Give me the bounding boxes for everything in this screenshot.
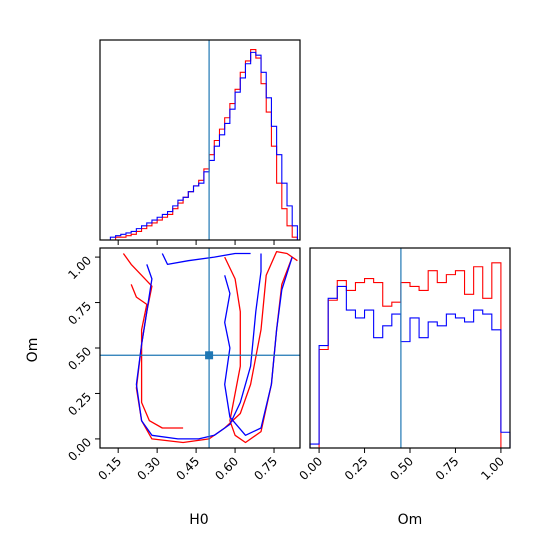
y-axis-label-om: Om xyxy=(25,338,41,363)
contour-series-0-line-0 xyxy=(122,250,298,444)
om-hist-frame xyxy=(309,247,511,449)
om-x-tick-label-0.75: 0.75 xyxy=(433,454,462,483)
om-hist-series-0 xyxy=(310,262,510,449)
panel-h0-om-contour: 0.15 0.30 0.45 0.60 0.75 0.00 0.25 0.50 0.75 1.00 xyxy=(65,247,301,483)
contour-series-1-line-1 xyxy=(161,252,251,266)
h0-tick-label-0.15: 0.15 xyxy=(96,454,125,483)
h0-tick-label-0.45: 0.45 xyxy=(173,454,202,483)
joint-reference-marker xyxy=(205,351,214,360)
om-tick-label-0.00: 0.00 xyxy=(65,435,94,464)
om-tick-label-0.50: 0.50 xyxy=(65,344,94,373)
om-x-tick-label-1.00: 1.00 xyxy=(478,454,507,483)
h0-tick-label-0.60: 0.60 xyxy=(212,454,241,483)
x-axis-label-om: Om xyxy=(398,512,423,528)
om-tick-label-0.25: 0.25 xyxy=(65,390,94,419)
om-tick-label-1.00: 1.00 xyxy=(65,253,94,282)
contour-series-1-line-2 xyxy=(224,256,293,436)
om-x-tick-label-0.00: 0.00 xyxy=(296,454,325,483)
om-tick-label-0.75: 0.75 xyxy=(65,299,94,328)
h0-hist-series-1 xyxy=(100,51,298,241)
h0-tick-label-0.30: 0.30 xyxy=(134,454,163,483)
panel-om-marginal: 0.00 0.25 0.50 0.75 1.00 xyxy=(296,247,511,483)
om-x-tick-label-0.25: 0.25 xyxy=(342,454,371,483)
x-axis-label-h0: H0 xyxy=(189,512,208,528)
joint-frame xyxy=(99,247,301,449)
panel-h0-marginal xyxy=(99,39,301,245)
om-x-tick-label-0.50: 0.50 xyxy=(387,454,416,483)
h0-hist-frame xyxy=(99,39,301,241)
joint-contours xyxy=(122,250,298,444)
h0-hist-series-0 xyxy=(100,48,298,241)
h0-tick-label-0.75: 0.75 xyxy=(251,454,280,483)
om-hist-series-1 xyxy=(309,285,511,448)
contour-series-1-line-0 xyxy=(135,253,262,440)
contour-series-0-line-1 xyxy=(130,284,184,429)
